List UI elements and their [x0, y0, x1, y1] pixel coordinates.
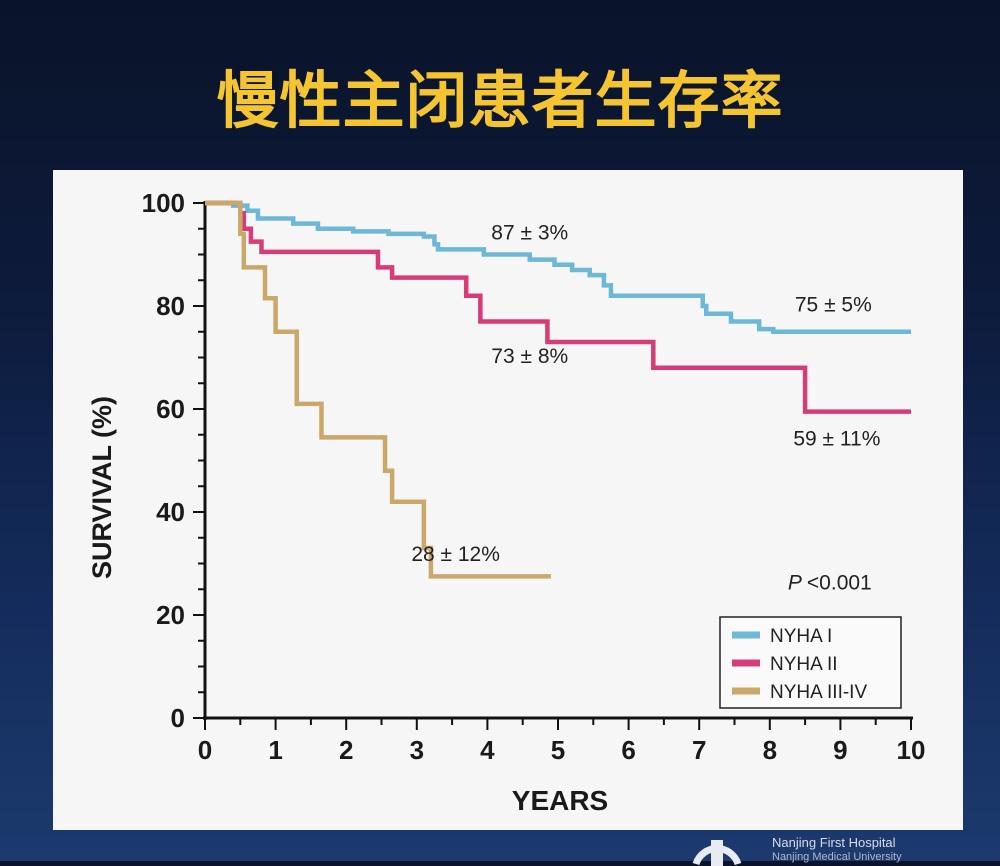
- x-tick-label: 8: [763, 735, 777, 765]
- survival-annotation: 28 ± 12%: [411, 543, 500, 566]
- x-tick-label: 4: [480, 735, 495, 765]
- survival-annotation: 87 ± 3%: [491, 221, 568, 244]
- x-tick-label: 1: [268, 735, 282, 765]
- survival-annotation: 75 ± 5%: [795, 293, 872, 316]
- x-axis-label: YEARS: [512, 785, 608, 816]
- x-tick-label: 5: [551, 735, 565, 765]
- y-tick-label: 80: [156, 291, 185, 321]
- y-tick-label: 60: [156, 394, 185, 424]
- hospital-logo-icon: [692, 840, 742, 866]
- x-tick-label: 10: [897, 735, 926, 765]
- x-tick-label: 3: [410, 735, 424, 765]
- y-axis-label: SURVIVAL (%): [87, 396, 117, 579]
- survival-annotation: 73 ± 8%: [491, 345, 568, 368]
- university-name: Nanjing Medical University: [772, 851, 902, 863]
- x-tick-label: 7: [692, 735, 706, 765]
- survival-curve-nyha-iii-iv: [205, 200, 551, 579]
- survival-annotation: 59 ± 11%: [793, 427, 880, 450]
- survival-curve-nyha-ii: [205, 200, 911, 414]
- slide-title: 慢性主闭患者生存率: [216, 64, 784, 137]
- y-tick-label: 0: [171, 703, 185, 733]
- x-tick-label: 6: [621, 735, 635, 765]
- survival-curve-nyha-i: [205, 200, 911, 334]
- survival-chart: 0 20 40 60 80 100 0 1 2 3 4 5 6 7 8 9 10 YEARS SURVIVAL (%…: [87, 188, 926, 816]
- legend-label: NYHA II: [770, 654, 838, 675]
- legend-label: NYHA III-IV: [770, 682, 867, 703]
- y-tick-label: 100: [142, 188, 185, 218]
- y-tick-label: 20: [156, 600, 185, 630]
- hospital-name: Nanjing First Hospital: [772, 835, 896, 850]
- x-tick-label: 9: [833, 735, 847, 765]
- x-tick-label: 0: [198, 735, 212, 765]
- y-tick-label: 40: [156, 497, 185, 527]
- x-tick-label: 2: [339, 735, 353, 765]
- legend-label: NYHA I: [770, 626, 832, 647]
- chart-panel: 0 20 40 60 80 100 0 1 2 3 4 5 6 7 8 9 10 YEARS SURVIVAL (%…: [53, 170, 963, 830]
- p-value-label: P <0.001: [788, 572, 872, 595]
